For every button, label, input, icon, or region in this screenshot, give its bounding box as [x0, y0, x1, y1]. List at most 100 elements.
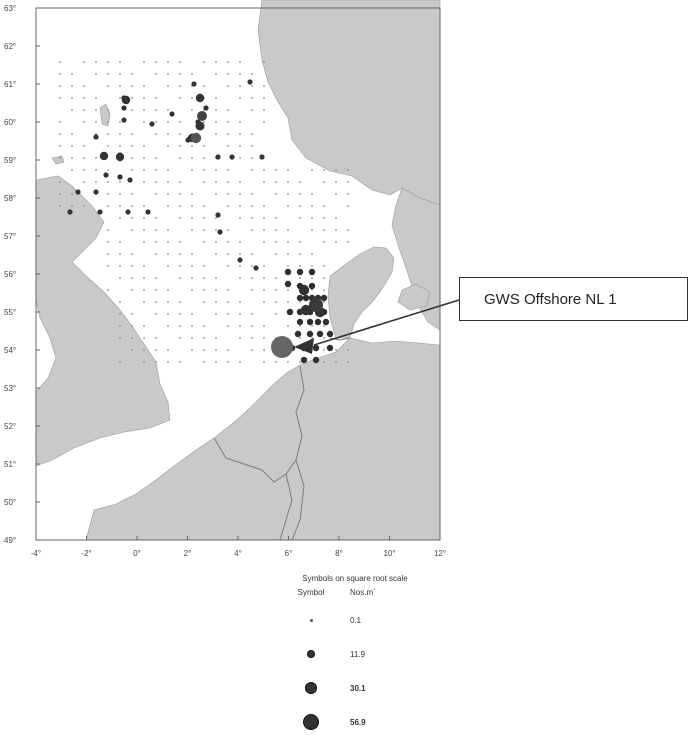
station-symbol [203, 349, 205, 351]
station-symbol [239, 61, 241, 63]
station-symbol [296, 294, 304, 302]
station-symbol [308, 282, 316, 290]
station-symbol [215, 181, 217, 183]
station-symbol [59, 205, 61, 207]
station-symbol [335, 349, 337, 351]
station-symbol [179, 301, 181, 303]
station-symbol [335, 181, 337, 183]
station-symbol [251, 73, 253, 75]
station-symbol [95, 157, 97, 159]
station-symbol [323, 289, 325, 291]
station-symbol [107, 265, 109, 267]
station-symbol [263, 241, 265, 243]
station-symbol [323, 337, 325, 339]
station-symbol [203, 229, 205, 231]
station-symbol [311, 205, 313, 207]
station-symbol [323, 301, 325, 303]
station-symbol [299, 181, 301, 183]
station-symbol [155, 289, 157, 291]
station-symbol [239, 157, 241, 159]
station-symbol [311, 289, 313, 291]
station-symbol [203, 265, 205, 267]
station-symbol [115, 152, 125, 162]
station-symbol [275, 181, 277, 183]
station-symbol [99, 151, 109, 161]
station-symbol [227, 349, 229, 351]
station-symbol [155, 361, 157, 363]
station-symbol [239, 85, 241, 87]
station-symbol [95, 61, 97, 63]
station-symbol [323, 277, 325, 279]
longitude-tick-label: 12° [434, 549, 446, 558]
station-symbol [119, 121, 121, 123]
station-symbol [203, 241, 205, 243]
station-symbol [284, 280, 292, 288]
station-symbol [121, 117, 127, 123]
station-symbol [179, 205, 181, 207]
station-symbol [191, 313, 193, 315]
station-symbol [107, 145, 109, 147]
station-symbol [107, 241, 109, 243]
latitude-tick-labels: 63° 62° 61° 60° 59° 58° 57° 56° 55° 54° 53° 52° 51° 5… [4, 4, 40, 545]
station-symbol [227, 133, 229, 135]
station-symbol [169, 111, 175, 117]
station-symbol [287, 301, 289, 303]
station-symbol [275, 301, 277, 303]
station-symbol [167, 109, 169, 111]
station-symbol [107, 121, 109, 123]
station-symbol [251, 169, 253, 171]
station-symbol [149, 121, 155, 127]
station-symbol [251, 193, 253, 195]
station-symbol [215, 217, 217, 219]
station-symbol [119, 253, 121, 255]
station-symbol [179, 193, 181, 195]
station-symbol [299, 205, 301, 207]
station-symbol [312, 356, 320, 364]
station-symbol [275, 169, 277, 171]
station-symbol [335, 193, 337, 195]
station-symbol [195, 121, 205, 131]
legend-symbol-smallest [309, 618, 313, 622]
station-symbol [191, 337, 193, 339]
station-symbol [119, 217, 121, 219]
station-symbol [83, 145, 85, 147]
station-symbol [227, 109, 229, 111]
station-symbol [167, 205, 169, 207]
station-symbol [179, 313, 181, 315]
station-symbol [83, 109, 85, 111]
station-symbol [287, 289, 289, 291]
station-symbol [215, 154, 221, 160]
station-symbol [306, 318, 314, 326]
station-symbol [191, 265, 193, 267]
station-symbol [275, 289, 277, 291]
station-symbol [95, 181, 97, 183]
station-symbol [299, 193, 301, 195]
station-symbol [309, 298, 323, 312]
station-symbol [131, 97, 133, 99]
station-symbol [203, 361, 205, 363]
station-symbol [131, 193, 133, 195]
station-symbol [299, 253, 301, 255]
station-symbol [227, 241, 229, 243]
station-symbol [143, 301, 145, 303]
legend-row: 11.9 [280, 637, 430, 671]
station-symbol [299, 217, 301, 219]
station-symbol [347, 205, 349, 207]
station-symbol [217, 229, 223, 235]
station-symbol [191, 205, 193, 207]
station-symbol [179, 337, 181, 339]
station-symbol [143, 85, 145, 87]
survey-stations [59, 61, 349, 364]
station-symbol [215, 121, 217, 123]
station-symbol [227, 193, 229, 195]
station-symbol [203, 145, 205, 147]
station-symbol [323, 217, 325, 219]
station-symbol [227, 361, 229, 363]
legend-symbol-small [307, 650, 315, 658]
station-symbol [107, 109, 109, 111]
station-symbol [179, 181, 181, 183]
longitude-tick-label: 8° [335, 549, 343, 558]
station-symbol [179, 325, 181, 327]
station-symbol [59, 157, 61, 159]
